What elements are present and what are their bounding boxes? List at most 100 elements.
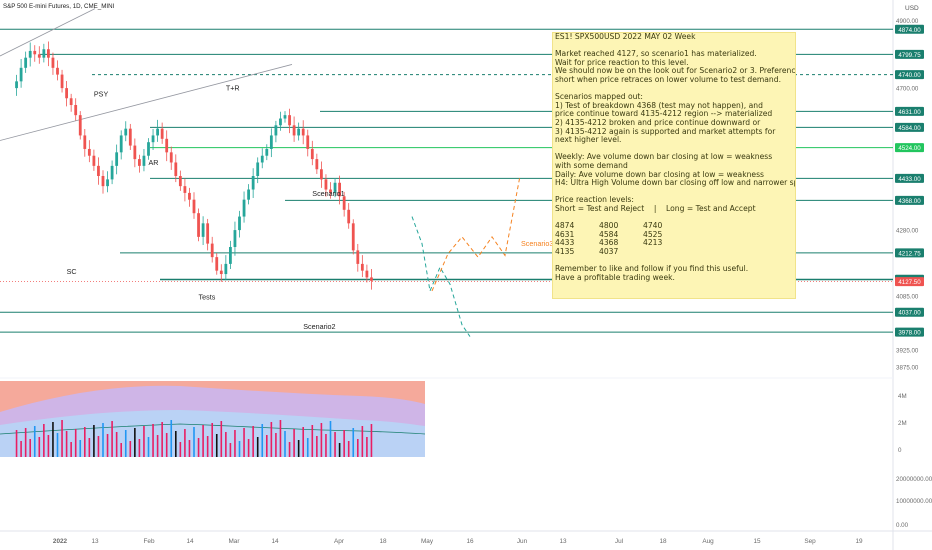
candle-body bbox=[329, 189, 332, 193]
level-price-tag bbox=[895, 173, 924, 183]
candle-body bbox=[333, 182, 337, 193]
annotation-label: SC bbox=[67, 267, 77, 276]
candle-body bbox=[283, 115, 287, 119]
note-line: ES1! SPX500USD 2022 MAY 02 Week bbox=[555, 32, 696, 41]
time-tick-label: 2022 bbox=[53, 538, 68, 545]
time-tick-label: 18 bbox=[379, 538, 387, 545]
channel-upper bbox=[0, 8, 96, 57]
level-price-tag bbox=[895, 122, 924, 132]
annotation-label: Scenario1 bbox=[312, 189, 344, 198]
candle-body bbox=[229, 246, 232, 264]
candle-body bbox=[183, 186, 187, 193]
candle-body bbox=[15, 81, 18, 89]
candle-body bbox=[269, 135, 273, 149]
volume-axis-label: 0 bbox=[898, 447, 902, 454]
note-line: Price reaction levels: bbox=[555, 195, 634, 205]
level-price-tag bbox=[895, 195, 924, 205]
candle-body bbox=[324, 179, 328, 190]
table-cell: 4213 bbox=[643, 238, 663, 248]
candle-body bbox=[133, 145, 137, 160]
price-tick-label: 4085.00 bbox=[896, 294, 919, 301]
candle-body bbox=[192, 199, 196, 214]
time-tick-label: 15 bbox=[753, 538, 761, 545]
note-line: H4: Ultra High Volume down bar closing o… bbox=[555, 178, 795, 188]
note-line: 2) 4135-4212 broken and price continue d… bbox=[555, 117, 761, 127]
candle-body bbox=[51, 57, 55, 68]
candle-body bbox=[74, 105, 78, 116]
candle-body bbox=[265, 148, 269, 156]
time-tick-label: 13 bbox=[559, 538, 567, 545]
level-price-tag bbox=[895, 24, 924, 34]
analysis-note[interactable]: ES1! SPX500USD 2022 MAY 02 Week Market re… bbox=[552, 32, 796, 299]
candle-body bbox=[338, 182, 341, 197]
candle-body bbox=[219, 270, 223, 275]
candle-body bbox=[247, 189, 250, 200]
scenario2-path bbox=[411, 216, 471, 337]
note-footer-line: Have a profitable trading week. bbox=[555, 272, 675, 282]
candle-body bbox=[78, 115, 82, 136]
candle-body bbox=[138, 159, 141, 166]
candle-body bbox=[233, 230, 237, 247]
candle-body bbox=[87, 148, 91, 156]
annotation-label: T+R bbox=[226, 83, 240, 92]
volume-ma bbox=[0, 423, 426, 435]
price-tick-label: 4900.00 bbox=[896, 18, 919, 25]
candle-body bbox=[197, 213, 200, 237]
candle-body bbox=[292, 125, 296, 136]
time-tick-label: Jul bbox=[615, 538, 623, 545]
level-price-tag bbox=[895, 327, 924, 337]
price-tick-label: 3925.00 bbox=[896, 348, 919, 355]
level-price-tag bbox=[895, 143, 924, 153]
annotation-label: Tests bbox=[199, 292, 216, 301]
note-line: with some demand bbox=[555, 160, 628, 170]
candle-body bbox=[178, 176, 182, 187]
table-row: 4135 4037 bbox=[555, 246, 662, 257]
time-tick-label: 14 bbox=[271, 538, 279, 545]
candle-body bbox=[33, 50, 37, 55]
candle-body bbox=[251, 176, 255, 190]
table-cell: 4135 bbox=[555, 246, 575, 256]
last-price-label: 4127.50 bbox=[898, 279, 921, 286]
last-price-tag bbox=[895, 277, 924, 287]
level-price-label: 4037.00 bbox=[898, 310, 921, 317]
candle-body bbox=[147, 142, 150, 156]
indicator-axis-label: 10000000.00 bbox=[896, 498, 932, 505]
price-tick-label: 3875.00 bbox=[896, 365, 919, 372]
candle-body bbox=[69, 98, 73, 106]
table-cell: 4631 bbox=[555, 229, 575, 239]
candle-body bbox=[124, 128, 128, 136]
note-line: price continue toward 4135-4212 region -… bbox=[555, 109, 773, 119]
table-cell: 4584 bbox=[599, 229, 619, 239]
candle-body bbox=[297, 128, 301, 136]
candle-body bbox=[160, 128, 164, 139]
volume-axis-label: 2M bbox=[898, 420, 907, 427]
time-tick-label: Sep bbox=[804, 538, 816, 545]
candle-body bbox=[238, 216, 241, 231]
price-tick-label: 4700.00 bbox=[896, 86, 919, 93]
candle-body bbox=[156, 128, 159, 136]
time-tick-label: 18 bbox=[659, 538, 667, 545]
note-line: We should now be on the look out for Sce… bbox=[555, 66, 796, 76]
table-cell: 4874 bbox=[555, 221, 575, 231]
level-price-tag bbox=[895, 70, 924, 80]
indicator-axis-label: 0.00 bbox=[896, 522, 909, 529]
candle-body bbox=[188, 192, 191, 200]
time-tick-label: Jun bbox=[517, 538, 528, 545]
volume-pane bbox=[0, 381, 426, 457]
annotation-label: PSY bbox=[94, 90, 109, 99]
candlestick-series bbox=[15, 41, 373, 290]
price-axis[interactable]: 4874.00 4799.75 4740.00 4631.00 4584.00 4524.… bbox=[895, 18, 932, 529]
annotation-label: AR bbox=[149, 158, 159, 167]
candle-body bbox=[356, 250, 360, 264]
candle-body bbox=[174, 162, 178, 177]
candle-body bbox=[60, 74, 64, 89]
table-cell: 4740 bbox=[643, 221, 663, 231]
table-cell: 4037 bbox=[599, 246, 619, 256]
price-reaction-table: 4874 4800 4740 4631 4584 4525 4433 4368 4213 4135… bbox=[555, 213, 662, 256]
candle-body bbox=[288, 115, 291, 126]
time-axis[interactable]: 2022 13 Feb 14 Mar 14 Apr 18 May 16 Jun 13 Jul 18 Aug 1… bbox=[53, 538, 863, 545]
candle-body bbox=[279, 118, 282, 126]
candle-body bbox=[224, 263, 228, 275]
candle-body bbox=[37, 54, 41, 58]
